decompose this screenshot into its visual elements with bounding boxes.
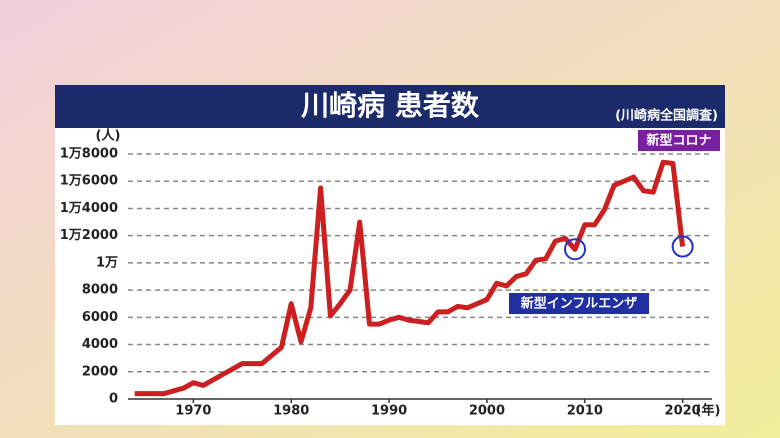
x-tick-label: 1980 — [273, 404, 309, 419]
highlight-circle — [671, 235, 694, 258]
x-unit: (年) — [696, 403, 721, 419]
annotation-box — [638, 130, 720, 151]
subtitle: (川崎病全国調査) — [615, 108, 718, 124]
x-tick-label: 2020 — [665, 404, 701, 419]
x-tick-label: 2000 — [469, 404, 505, 419]
title-bar — [55, 85, 725, 128]
y-tick-label: 2000 — [82, 364, 118, 379]
x-tick-label: 2010 — [567, 404, 603, 419]
y-tick-label: 1万2000 — [60, 228, 118, 243]
y-tick-label: 1万4000 — [60, 201, 118, 216]
y-tick-label: 1万8000 — [60, 147, 118, 162]
y-tick-label: 6000 — [82, 310, 118, 325]
y-unit: (人) — [96, 128, 121, 144]
x-tick-label: 1970 — [175, 404, 211, 419]
x-tick-label: 1990 — [371, 404, 407, 419]
chart-title: 川崎病 患者数 — [301, 89, 480, 122]
annotation-box — [509, 293, 649, 314]
data-line — [134, 159, 686, 397]
annotation: 新型コロナ — [646, 133, 711, 149]
panel — [55, 85, 725, 425]
highlight-circle — [564, 238, 587, 261]
y-tick-label: 1万 — [96, 255, 118, 270]
y-tick-label: 0 — [109, 392, 118, 407]
y-tick-label: 4000 — [82, 337, 118, 352]
annotation: 新型インフルエンザ — [521, 296, 638, 312]
y-tick-label: 1万6000 — [60, 174, 118, 189]
y-tick-label: 8000 — [82, 283, 118, 298]
